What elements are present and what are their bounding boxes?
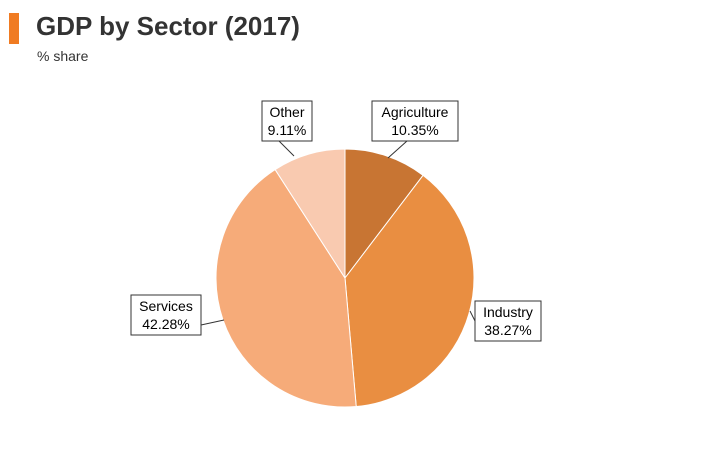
slice-label: Industry — [483, 304, 533, 320]
slice-value-label: 10.35% — [391, 122, 438, 138]
slice-value-label: 9.11% — [268, 122, 307, 138]
slice-value-label: 42.28% — [142, 316, 189, 332]
pie-slice-agriculture — [344, 148, 424, 280]
callout-other: Other 9.11% — [261, 100, 313, 157]
callout-leader-line — [469, 310, 476, 322]
callout-leader-line — [200, 319, 225, 326]
title-accent-bar — [9, 13, 19, 44]
slice-label: Other — [269, 104, 304, 120]
chart-title: GDP by Sector (2017) — [36, 11, 300, 41]
callout-box — [474, 300, 542, 342]
callout-leader-line — [278, 140, 295, 157]
callout-agriculture: Agriculture 10.35% — [371, 100, 459, 159]
pie-callouts: Agriculture 10.35% Industry 38.27% Services 4… — [130, 100, 542, 342]
chart-subtitle: % share — [37, 48, 89, 64]
callout-services: Services 42.28% — [130, 294, 225, 336]
slice-label: Services — [139, 298, 193, 314]
callout-leader-line — [387, 140, 408, 159]
callout-industry: Industry 38.27% — [469, 300, 542, 342]
callout-box — [130, 294, 202, 336]
slice-value-label: 38.27% — [484, 322, 531, 338]
callout-box — [371, 100, 459, 142]
pie-slice-other — [274, 148, 346, 280]
pie-slices — [215, 148, 475, 408]
pie-slice-industry — [344, 174, 475, 408]
slice-label: Agriculture — [382, 104, 449, 120]
callout-box — [261, 100, 313, 142]
